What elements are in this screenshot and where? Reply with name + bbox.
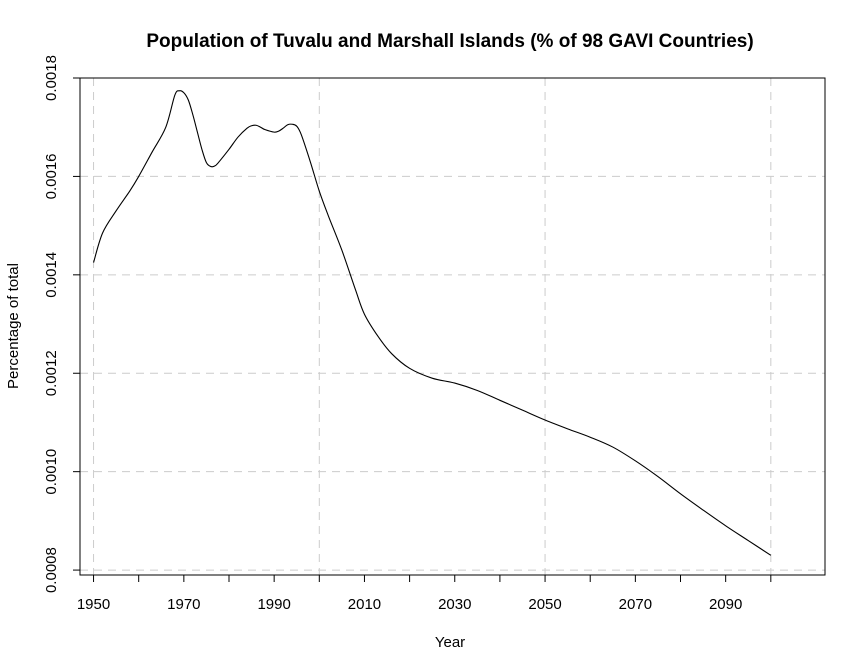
x-tick-label: 2090 [709, 596, 742, 613]
y-tick-label: 0.0016 [43, 153, 60, 199]
x-tick-label: 1950 [77, 596, 110, 613]
y-tick-label: 0.0018 [43, 55, 60, 101]
x-axis: 1950 1970 1990 2010 2030 2050 2070 2090 [77, 575, 772, 613]
x-tick-label: 1970 [167, 596, 200, 613]
y-axis: 0.0008 0.0010 0.0012 0.0014 0.0016 0.0018 [43, 55, 80, 593]
grid [80, 77, 825, 575]
chart-title: Population of Tuvalu and Marshall Island… [146, 31, 753, 52]
x-axis-label: Year [435, 634, 465, 651]
x-tick-label: 2050 [528, 596, 561, 613]
x-tick-label: 2010 [348, 596, 381, 613]
y-tick-label: 0.0008 [43, 547, 60, 593]
y-tick-label: 0.0012 [43, 350, 60, 396]
y-tick-label: 0.0010 [43, 449, 60, 495]
x-tick-label: 2070 [619, 596, 652, 613]
y-tick-label: 0.0014 [43, 252, 60, 298]
x-tick-label: 1990 [257, 596, 290, 613]
x-tick-label: 2030 [438, 596, 471, 613]
plot-frame [79, 77, 826, 576]
y-axis-label: Percentage of total [5, 263, 22, 389]
series-line [93, 90, 772, 556]
